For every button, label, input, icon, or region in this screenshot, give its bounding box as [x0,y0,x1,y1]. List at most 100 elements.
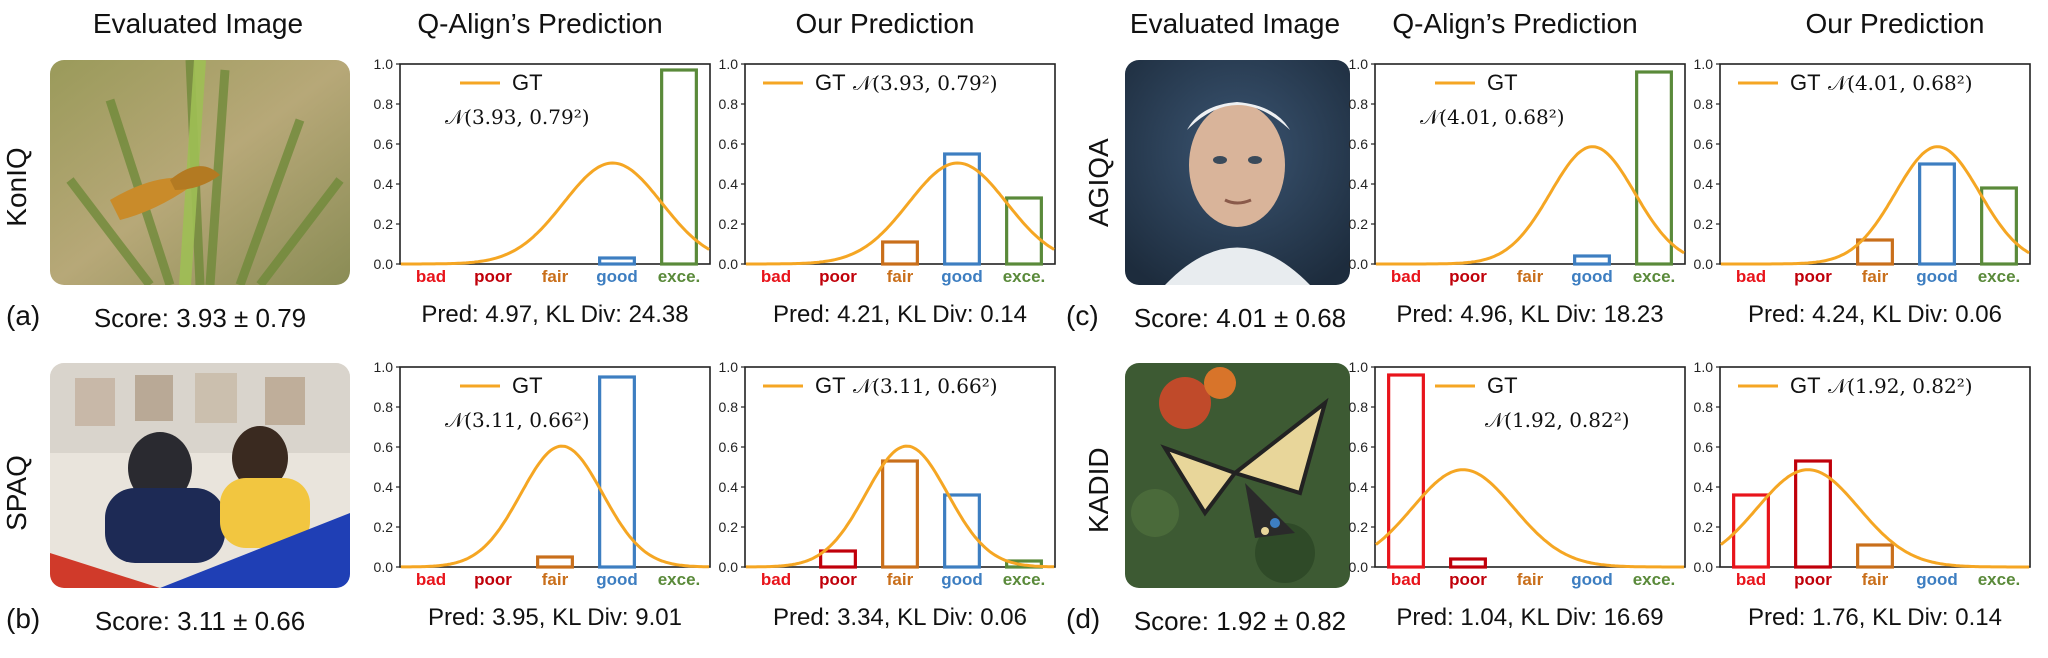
x-tick-label-good: good [1571,570,1613,589]
score-caption: Score: 3.93 ± 0.79 [93,303,307,333]
chart-svg: 0.0 0.2 0.4 0.6 0.8 1.0 GT 𝒩(3.11, 0.66²) bad poo… [374,359,711,631]
gt-curve [745,444,1055,569]
gt-distribution-label: 𝒩(1.92, 0.82²) [1485,408,1630,432]
bar-exce [1635,70,1673,266]
y-tick-label: 0.6 [1694,439,1714,455]
y-tick-label: 0.6 [374,439,394,455]
legend-gt-label: GT [512,70,543,95]
chart-svg: 0.0 0.2 0.4 0.6 0.8 1.0 GT 𝒩(1.92, 0.82²) bad poo… [1694,359,2031,631]
chart-svg: 0.0 0.2 0.4 0.6 0.8 1.0 GT 𝒩(3.93, 0.79²) bad poo… [719,56,1056,328]
dataset-label-spaq: SPAQ [1,455,32,531]
y-tick-label: 1.0 [374,359,394,375]
x-tick-label-good: good [596,267,638,286]
gt-distribution-label: 𝒩(3.11, 0.66²) [853,374,998,398]
legend-gt-label: GT [815,70,846,95]
header-qalign-right: Q-Align’s Prediction [1392,8,1638,39]
elderly-portrait-icon [1125,60,1350,285]
panel-tag-b: (b) [6,603,41,634]
x-tick-label-bad: bad [761,570,791,589]
gt-curve [400,161,710,266]
y-tick-label: 0.8 [374,399,394,415]
chart-c-ours: 0.0 0.2 0.4 0.6 0.8 1.0 GT 𝒩(4.01, 0.68²) bad poo… [1690,56,2035,355]
y-tick-label: 0.4 [1349,176,1369,192]
y-tick-label: 0.2 [1694,216,1714,232]
y-tick-label: 0.8 [1349,96,1369,112]
plot-frame [1374,366,1686,568]
header-evaluated-image-right: Evaluated Image [1129,8,1341,39]
gt-curve [1374,468,1685,569]
x-tick-label-exce: exce. [1978,570,2021,589]
y-tick-label: 0.4 [719,176,739,192]
gt-distribution-label: 𝒩(3.93, 0.79²) [445,105,590,129]
bar-fair [536,555,574,569]
panel-tag-a: (a) [6,300,41,331]
bar-good [598,375,636,569]
y-tick-label: 0.2 [1349,216,1369,232]
x-tick-label-bad: bad [1391,570,1421,589]
x-tick-label-bad: bad [416,570,446,589]
score-caption: Score: 1.92 ± 0.82 [1133,606,1347,636]
x-tick-label-poor: poor [819,267,857,286]
y-tick-label: 0.4 [374,176,394,192]
x-tick-label-bad: bad [1391,267,1421,286]
y-tick-label: 0.2 [374,519,394,535]
y-tick-label: 0.2 [719,216,739,232]
bar-good [943,152,981,266]
chart-d-ours: 0.0 0.2 0.4 0.6 0.8 1.0 GT 𝒩(1.92, 0.82²) bad poo… [1690,359,2035,658]
legend-gt-label: GT [1790,70,1821,95]
y-tick-label: 0.6 [1349,439,1369,455]
x-tick-label-exce: exce. [1003,267,1046,286]
bar-fair [1856,238,1894,266]
gt-distribution-label: 𝒩(1.92, 0.82²) [1828,374,1973,398]
dataset-label-koniq: KonIQ [1,147,32,227]
bar-good [598,256,636,266]
chart-svg: 0.0 0.2 0.4 0.6 0.8 1.0 GT 𝒩(4.01, 0.68²) bad poo… [1349,56,1686,328]
x-tick-label-poor: poor [1449,570,1487,589]
y-tick-label: 0.6 [719,136,739,152]
x-tick-label-exce: exce. [1633,570,1676,589]
y-tick-label: 0.6 [1694,136,1714,152]
bar-bad [1732,493,1770,569]
bar-exce [1980,186,2018,266]
x-tick-label-exce: exce. [1003,570,1046,589]
x-tick-label-good: good [1916,570,1958,589]
y-tick-label: 0.0 [374,559,394,575]
y-tick-label: 0.0 [1349,256,1369,272]
x-tick-label-exce: exce. [658,570,701,589]
y-tick-label: 0.8 [1349,399,1369,415]
bar-good [1573,254,1611,266]
x-tick-label-bad: bad [761,267,791,286]
legend-gt-label: GT [512,373,543,398]
y-tick-label: 0.0 [719,256,739,272]
gt-curve [400,444,710,569]
y-tick-label: 0.0 [719,559,739,575]
y-tick-label: 0.4 [1349,479,1369,495]
y-tick-label: 0.4 [719,479,739,495]
legend-gt-label: GT [1487,373,1518,398]
panel-tag-c: (c) [1066,300,1099,331]
y-tick-label: 1.0 [1694,359,1714,375]
dataset-label-kadid: KADID [1083,447,1114,533]
y-tick-label: 1.0 [719,56,739,72]
y-tick-label: 0.4 [1694,479,1714,495]
chart-a-qalign: 0.0 0.2 0.4 0.6 0.8 1.0 GT 𝒩(3.93, 0.79²) bad poo… [370,56,715,355]
y-tick-label: 0.2 [374,216,394,232]
x-tick-label-exce: exce. [1978,267,2021,286]
gt-curve [1719,468,2030,569]
y-tick-label: 0.6 [374,136,394,152]
prediction-caption: Pred: 4.96, KL Div: 18.23 [1396,301,1663,328]
gt-distribution-label: 𝒩(4.01, 0.68²) [1420,105,1565,129]
x-tick-label-fair: fair [542,570,569,589]
bar-poor [819,549,857,569]
y-tick-label: 1.0 [1349,359,1369,375]
x-tick-label-good: good [1571,267,1613,286]
prediction-caption: Pred: 3.34, KL Div: 0.06 [773,604,1027,631]
x-tick-label-poor: poor [1794,570,1832,589]
gt-distribution-label: 𝒩(3.11, 0.66²) [445,408,590,432]
y-tick-label: 0.8 [719,399,739,415]
y-tick-label: 0.8 [719,96,739,112]
chart-d-qalign: 0.0 0.2 0.4 0.6 0.8 1.0 GT 𝒩(1.92, 0.82²) bad poo… [1345,359,1690,658]
x-tick-label-bad: bad [1736,267,1766,286]
header-qalign-left: Q-Align’s Prediction [417,8,663,39]
bar-poor [1449,557,1487,569]
